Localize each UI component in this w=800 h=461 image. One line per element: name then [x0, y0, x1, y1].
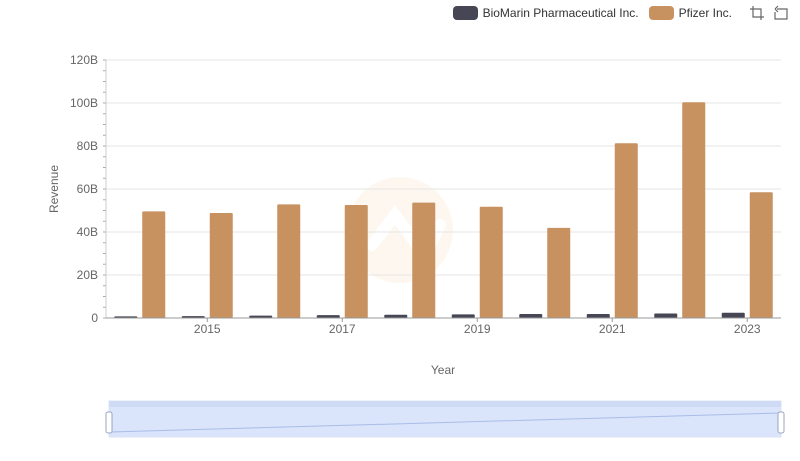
y-tick-label: 0 [91, 311, 98, 325]
y-tick-label: 20B [77, 268, 98, 282]
y-tick-label: 80B [77, 139, 98, 153]
bar-pfizer-2019[interactable] [479, 206, 503, 318]
bar-biomarin-2023[interactable] [721, 312, 745, 318]
y-tick-label: 120B [70, 53, 98, 67]
data-zoom-handle-left[interactable] [105, 411, 113, 434]
legend-item-biomarin[interactable]: BioMarin Pharmaceutical Inc. [452, 6, 639, 20]
legend-label-biomarin: BioMarin Pharmaceutical Inc. [482, 6, 639, 20]
bar-pfizer-2015[interactable] [209, 212, 233, 318]
bar-pfizer-2021[interactable] [614, 143, 638, 318]
bar-biomarin-2020[interactable] [519, 314, 543, 318]
x-tick-label: 2017 [329, 322, 356, 336]
y-tick-label: 100B [70, 96, 98, 110]
legend-label-pfizer: Pfizer Inc. [678, 6, 732, 20]
bar-pfizer-2014[interactable] [142, 211, 166, 318]
x-axis-title: Year [431, 363, 455, 377]
x-tick-label: 2023 [734, 322, 761, 336]
bar-pfizer-2022[interactable] [682, 102, 706, 318]
bar-biomarin-2018[interactable] [384, 314, 408, 318]
y-tick-label: 40B [77, 225, 98, 239]
data-zoom-handle-right[interactable] [777, 411, 785, 434]
bar-pfizer-2020[interactable] [547, 227, 571, 318]
x-tick-label: 2021 [599, 322, 626, 336]
x-tick-label: 2019 [464, 322, 491, 336]
bar-pfizer-2023[interactable] [749, 192, 773, 318]
data-zoom-top-bar[interactable] [109, 401, 781, 407]
zoom-select-icon[interactable] [748, 4, 766, 22]
bar-biomarin-2017[interactable] [316, 315, 340, 318]
bar-pfizer-2018[interactable] [412, 202, 436, 318]
data-zoom-slider[interactable] [105, 400, 785, 438]
bars [114, 102, 773, 318]
legend-swatch-biomarin [452, 6, 478, 20]
y-axis-title: Revenue [47, 165, 61, 213]
legend-swatch-pfizer [648, 6, 674, 20]
zoom-reset-icon[interactable] [772, 4, 790, 22]
bar-pfizer-2017[interactable] [344, 205, 368, 318]
y-tick-label: 60B [77, 182, 98, 196]
x-tick-label: 2015 [194, 322, 221, 336]
bar-biomarin-2021[interactable] [586, 314, 610, 318]
y-axis: 0 20B 40B 60B 80B 100B 120B [70, 53, 107, 325]
bar-biomarin-2019[interactable] [451, 314, 475, 318]
x-axis: 2015 2017 2019 2021 2023 [106, 317, 781, 336]
legend: BioMarin Pharmaceutical Inc. Pfizer Inc. [452, 4, 790, 22]
bar-biomarin-2016[interactable] [249, 315, 273, 318]
grid-lines [106, 59, 781, 319]
bar-biomarin-2022[interactable] [654, 313, 678, 318]
bar-pfizer-2016[interactable] [277, 204, 301, 318]
legend-item-pfizer[interactable]: Pfizer Inc. [648, 6, 732, 20]
data-zoom-preview-line [109, 412, 781, 433]
